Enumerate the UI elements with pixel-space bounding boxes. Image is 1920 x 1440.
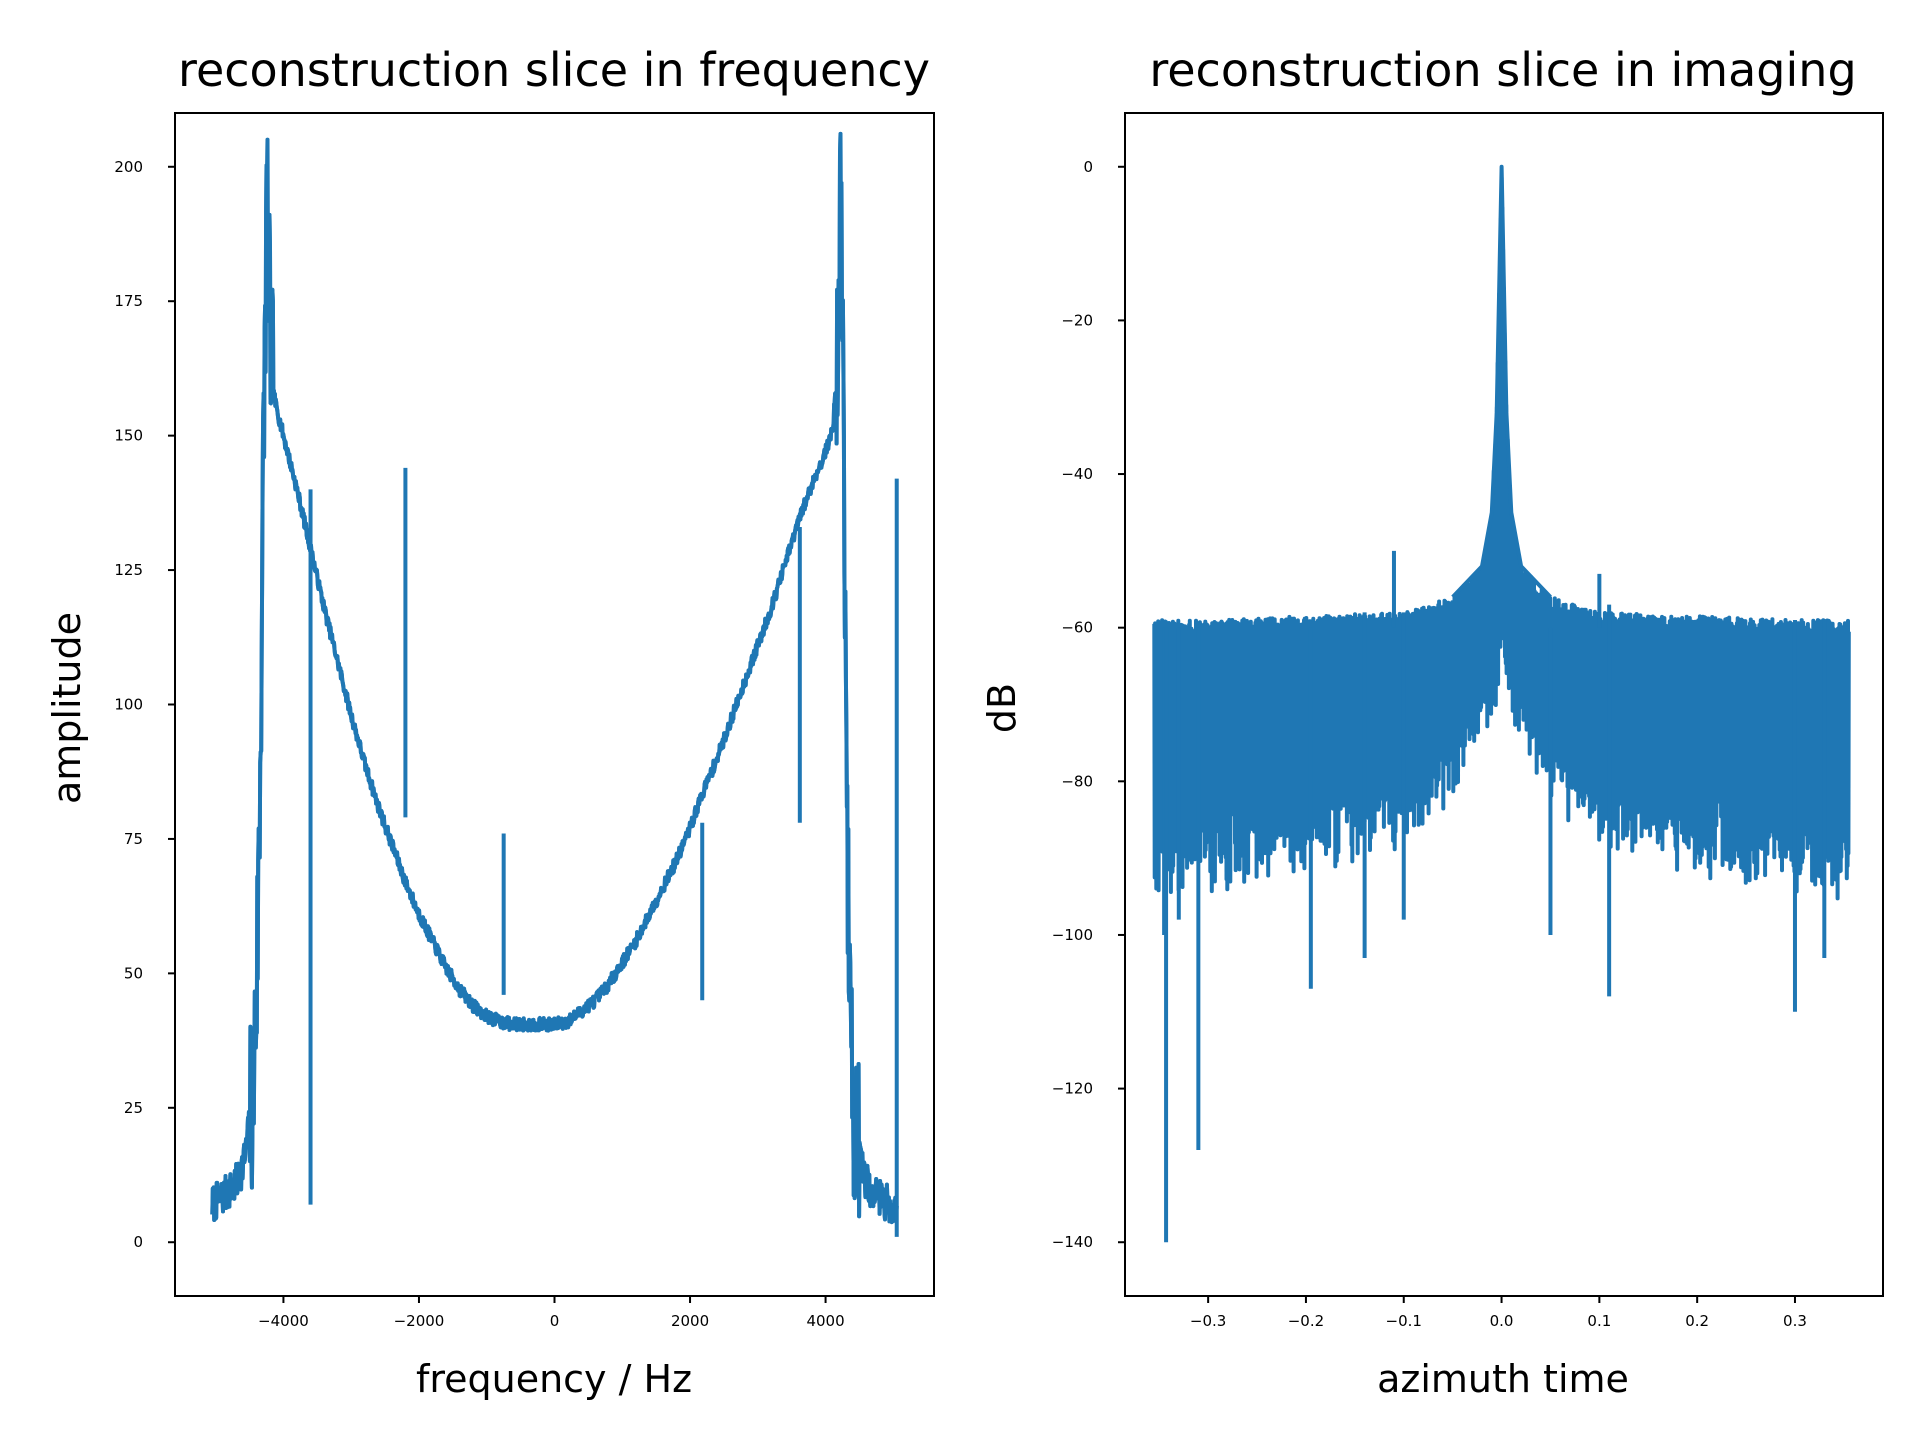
imaging-plot-area [1152,164,1851,1243]
frequency-x-tick-label: −2000 [394,1312,445,1330]
imaging-x-tick-label: 0.2 [1685,1312,1709,1330]
imaging-x-axis-label: azimuth time [1377,1357,1629,1401]
imaging-y-tick-label: −100 [1052,926,1093,944]
imaging-x-tick-label: 0.0 [1490,1312,1514,1330]
imaging-panel: reconstruction slice in imaging azimuth … [980,43,1884,1401]
frequency-y-tick-label: 100 [114,696,143,714]
imaging-x-tick-label: −0.2 [1288,1312,1324,1330]
frequency-axis-ticks: −4000 −2000 0 2000 4000 0 25 50 75 100 125 150 175 20… [114,158,844,1330]
imaging-y-axis-label: dB [980,683,1024,733]
frequency-x-tick-label: 4000 [806,1312,844,1330]
frequency-chart-title: reconstruction slice in frequency [178,43,930,97]
imaging-axis-ticks: −0.3 −0.2 −0.1 0.0 0.1 0.2 0.3 0 −20 −40 −60 −80 −10… [1052,158,1807,1330]
frequency-y-tick-label: 200 [114,158,143,176]
imaging-x-tick-label: −0.1 [1386,1312,1422,1330]
imaging-y-tick-label: −60 [1061,619,1093,637]
frequency-axes-frame [174,112,935,1297]
imaging-y-tick-label: 0 [1083,158,1093,176]
imaging-y-tick-label: −120 [1052,1080,1093,1098]
frequency-y-axis-label: amplitude [45,612,89,804]
frequency-panel: reconstruction slice in frequency freque… [45,43,935,1401]
imaging-x-tick-label: 0.3 [1783,1312,1807,1330]
frequency-x-tick-label: 0 [550,1312,560,1330]
imaging-x-tick-label: 0.1 [1587,1312,1611,1330]
frequency-y-tick-label: 75 [124,830,143,848]
imaging-x-tick-label: −0.3 [1190,1312,1226,1330]
frequency-x-tick-label: 2000 [671,1312,709,1330]
imaging-y-tick-label: −140 [1052,1233,1093,1251]
imaging-chart-title: reconstruction slice in imaging [1149,43,1856,97]
imaging-y-tick-label: −40 [1061,465,1093,483]
frequency-x-tick-label: −4000 [258,1312,309,1330]
frequency-x-axis-label: frequency / Hz [416,1357,692,1401]
amplitude-series-band [210,131,899,1225]
frequency-y-tick-label: 0 [133,1233,143,1251]
frequency-y-tick-label: 50 [124,964,143,982]
frequency-plot-area [210,131,899,1237]
frequency-y-tick-label: 175 [114,292,143,310]
frequency-y-tick-label: 25 [124,1099,143,1117]
imaging-y-tick-label: −80 [1061,772,1093,790]
imaging-axes-frame [1124,112,1884,1297]
frequency-y-tick-label: 150 [114,427,143,445]
frequency-y-tick-label: 125 [114,561,143,579]
db-main-peak-line [1451,164,1552,599]
imaging-y-tick-label: −20 [1061,311,1093,329]
